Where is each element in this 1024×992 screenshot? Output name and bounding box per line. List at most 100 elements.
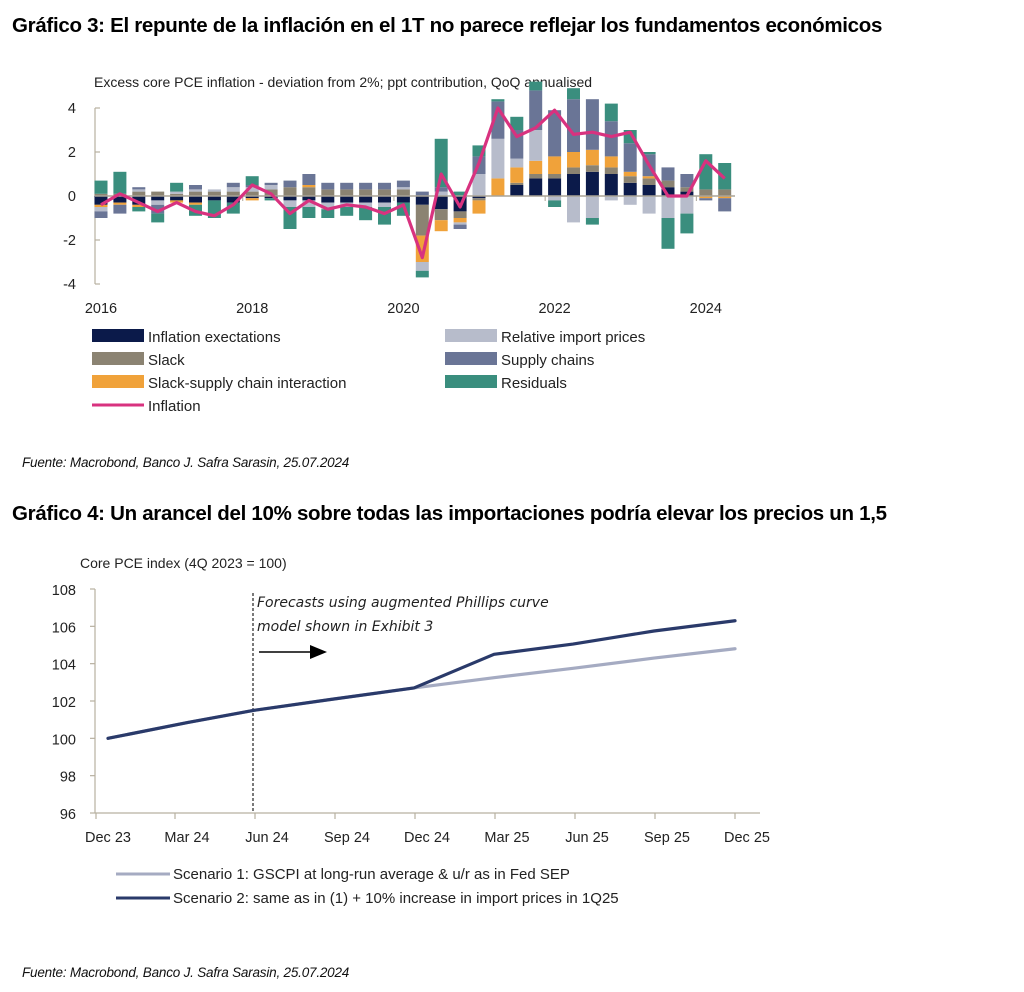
chart3-bar-inflation-exectations-2017q2 [189, 196, 202, 203]
chart4-legend-label: Scenario 1: GSCPI at long-run average & … [173, 866, 570, 883]
chart3-bar-inflation-exectations-2022q3 [585, 171, 599, 196]
chart3-bar-slack-2017q1 [170, 193, 184, 196]
chart3-bar-residuals-2019q2 [340, 207, 354, 216]
chart3-bar-slack-2024q1 [699, 189, 713, 196]
chart3-bar-relative-import-prices-2017q1 [170, 191, 184, 194]
chart3-bar-slack-2021q3 [510, 182, 524, 185]
chart3-bar-supply-chains-2024q1 [699, 198, 713, 201]
chart4-y-tick-label: 98 [60, 770, 76, 786]
chart3-bar-relative-import-prices-2023q1 [623, 196, 637, 205]
chart3-bar-inflation-exectations-2020q1 [396, 196, 410, 203]
chart3-bar-inflation-exectations-2016q2 [113, 196, 127, 203]
chart3-bar-relative-import-prices-2016q4 [151, 200, 165, 205]
chart3-bar-slack-2020q1 [396, 189, 410, 196]
chart3-bar-slack-2021q1 [472, 198, 486, 201]
chart3-bar-relative-import-prices-2017q4 [226, 187, 240, 192]
chart3-legend-swatch [445, 352, 497, 365]
chart3-bar-relative-import-prices-2018q2 [264, 185, 278, 190]
chart3-bar-slack-supply-chain-interaction-2016q2 [113, 202, 127, 205]
chart3-bar-relative-import-prices-2022q1 [548, 196, 562, 201]
chart3-legend-swatch [445, 375, 497, 388]
chart3-bar-residuals-2020q2 [415, 270, 429, 278]
chart3-legend-label: Inflation exectations [148, 329, 281, 346]
chart4-y-tick-label: 104 [52, 658, 76, 674]
chart3-bar-supply-chains-2016q4 [151, 204, 165, 214]
chart4-y-tick-label: 100 [52, 732, 76, 748]
chart3-plot: 4 2 0 -2 -4 2016 2018 2020 2022 2024 Inflation e… [63, 81, 735, 415]
chart3-bar-relative-import-prices-2023q4 [680, 196, 694, 214]
chart3-bar-relative-import-prices-2021q4 [529, 130, 543, 161]
chart3-bar-slack-2019q4 [378, 189, 391, 196]
chart4-axes [90, 588, 760, 819]
chart3-bar-relative-import-prices-2023q3 [661, 196, 675, 218]
chart3-bar-supply-chains-2023q3 [661, 167, 675, 181]
chart3-bar-slack-2022q2 [567, 167, 580, 174]
chart3-bar-inflation-exectations-2019q3 [359, 196, 373, 203]
chart4-subtitle: Core PCE index (4Q 2023 = 100) [80, 555, 287, 571]
chart4-y-tick-label: 108 [52, 583, 76, 599]
chart3-bar-residuals-2021q4 [529, 81, 543, 91]
chart4-legend: Scenario 1: GSCPI at long-run average & … [116, 866, 619, 907]
chart3-bar-supply-chains-2020q4 [453, 224, 467, 229]
chart3-bar-relative-import-prices-2017q3 [207, 189, 221, 192]
chart3-bar-supply-chains-2021q4 [529, 90, 543, 130]
chart4-x-tick-label: Jun 24 [245, 830, 289, 846]
chart4-annotation-line2: model shown in Exhibit 3 [257, 619, 433, 635]
chart3-legend-swatch [92, 375, 144, 388]
chart3-legend-label: Slack-supply chain interaction [148, 375, 346, 392]
chart3-bar-slack-2019q3 [359, 189, 373, 196]
chart3-bar-residuals-2016q4 [151, 213, 165, 223]
chart3-bar-slack-2023q4 [680, 187, 694, 192]
chart3-bar-supply-chains-2018q4 [302, 174, 316, 185]
chart3-bar-inflation-exectations-2021q4 [529, 178, 543, 196]
chart3-bar-relative-import-prices-2018q4 [302, 200, 316, 207]
chart3-bar-relative-import-prices-2019q4 [378, 202, 391, 207]
chart3-bar-residuals-2023q3 [661, 218, 675, 249]
chart3-heading: Gráfico 3: El repunte de la inflación en… [12, 14, 883, 37]
chart3-bar-slack-2022q3 [585, 165, 599, 172]
chart3-bar-supply-chains-2022q2 [567, 99, 580, 152]
chart3-bar-inflation-exectations-2019q2 [340, 196, 354, 203]
chart3-bar-supply-chains-2017q4 [226, 182, 240, 188]
chart3-bar-slack-2020q4 [453, 211, 467, 218]
chart3-x-ticks: 2016 2018 2020 2022 2024 [85, 301, 722, 317]
chart3-bar-slack-supply-chain-interaction-2016q3 [132, 204, 146, 207]
chart3-bar-residuals-2017q1 [170, 182, 184, 192]
chart3-x-tick-label: 2018 [236, 301, 268, 317]
chart3-y-tick-label: -2 [63, 233, 76, 249]
chart3-bar-slack-2016q1 [94, 193, 108, 196]
chart3-bar-supply-chains-2016q1 [94, 211, 108, 218]
chart3-bar-slack-2019q2 [340, 189, 354, 196]
chart3-bar-slack-supply-chain-interaction-2024q1 [699, 196, 713, 199]
chart3-bar-slack-2023q3 [661, 180, 675, 188]
chart3-bar-supply-chains-2016q3 [132, 187, 146, 190]
chart3-bar-slack-2018q3 [283, 187, 297, 196]
chart3-bar-supply-chains-2019q1 [321, 182, 335, 190]
chart3-legend-label: Supply chains [501, 352, 594, 369]
chart3-bar-residuals-2018q4 [302, 207, 316, 218]
chart4-x-tick-label: Sep 24 [324, 830, 370, 846]
chart4-series-line-scenario-2 [106, 619, 737, 740]
chart3-bar-supply-chains-2019q4 [378, 182, 391, 190]
chart4-lines [106, 619, 737, 740]
chart3-bar-relative-import-prices-2017q2 [189, 189, 202, 192]
chart3-bar-supply-chains-2019q3 [359, 182, 373, 190]
chart4-legend-label: Scenario 2: same as in (1) + 10% increas… [173, 890, 619, 907]
chart3-bar-residuals-2022q1 [548, 200, 562, 207]
chart3-y-tick-label: -4 [63, 277, 76, 293]
chart3-bar-inflation-exectations-2017q1 [170, 196, 184, 201]
chart3-bar-slack-supply-chain-interaction-2017q2 [189, 202, 202, 205]
chart3-bar-inflation-exectations-2016q1 [94, 196, 108, 205]
chart3-bar-supply-chains-2021q3 [510, 130, 524, 159]
chart3-bar-supply-chains-2020q1 [396, 180, 410, 188]
chart3-bar-residuals-2022q3 [585, 218, 599, 225]
chart3-bar-inflation-exectations-2020q2 [415, 196, 429, 205]
chart3-y-tick-label: 4 [68, 101, 76, 117]
chart3-bar-supply-chains-2024q2 [718, 198, 732, 212]
chart4-y-tick-label: 102 [52, 695, 76, 711]
chart3-bar-inflation-exectations-2018q2 [264, 196, 278, 199]
chart3-bar-inflation-exectations-2022q2 [567, 174, 580, 196]
chart3-bar-slack-supply-chain-interaction-2022q1 [548, 156, 562, 174]
chart3-bar-residuals-2019q3 [359, 207, 373, 221]
